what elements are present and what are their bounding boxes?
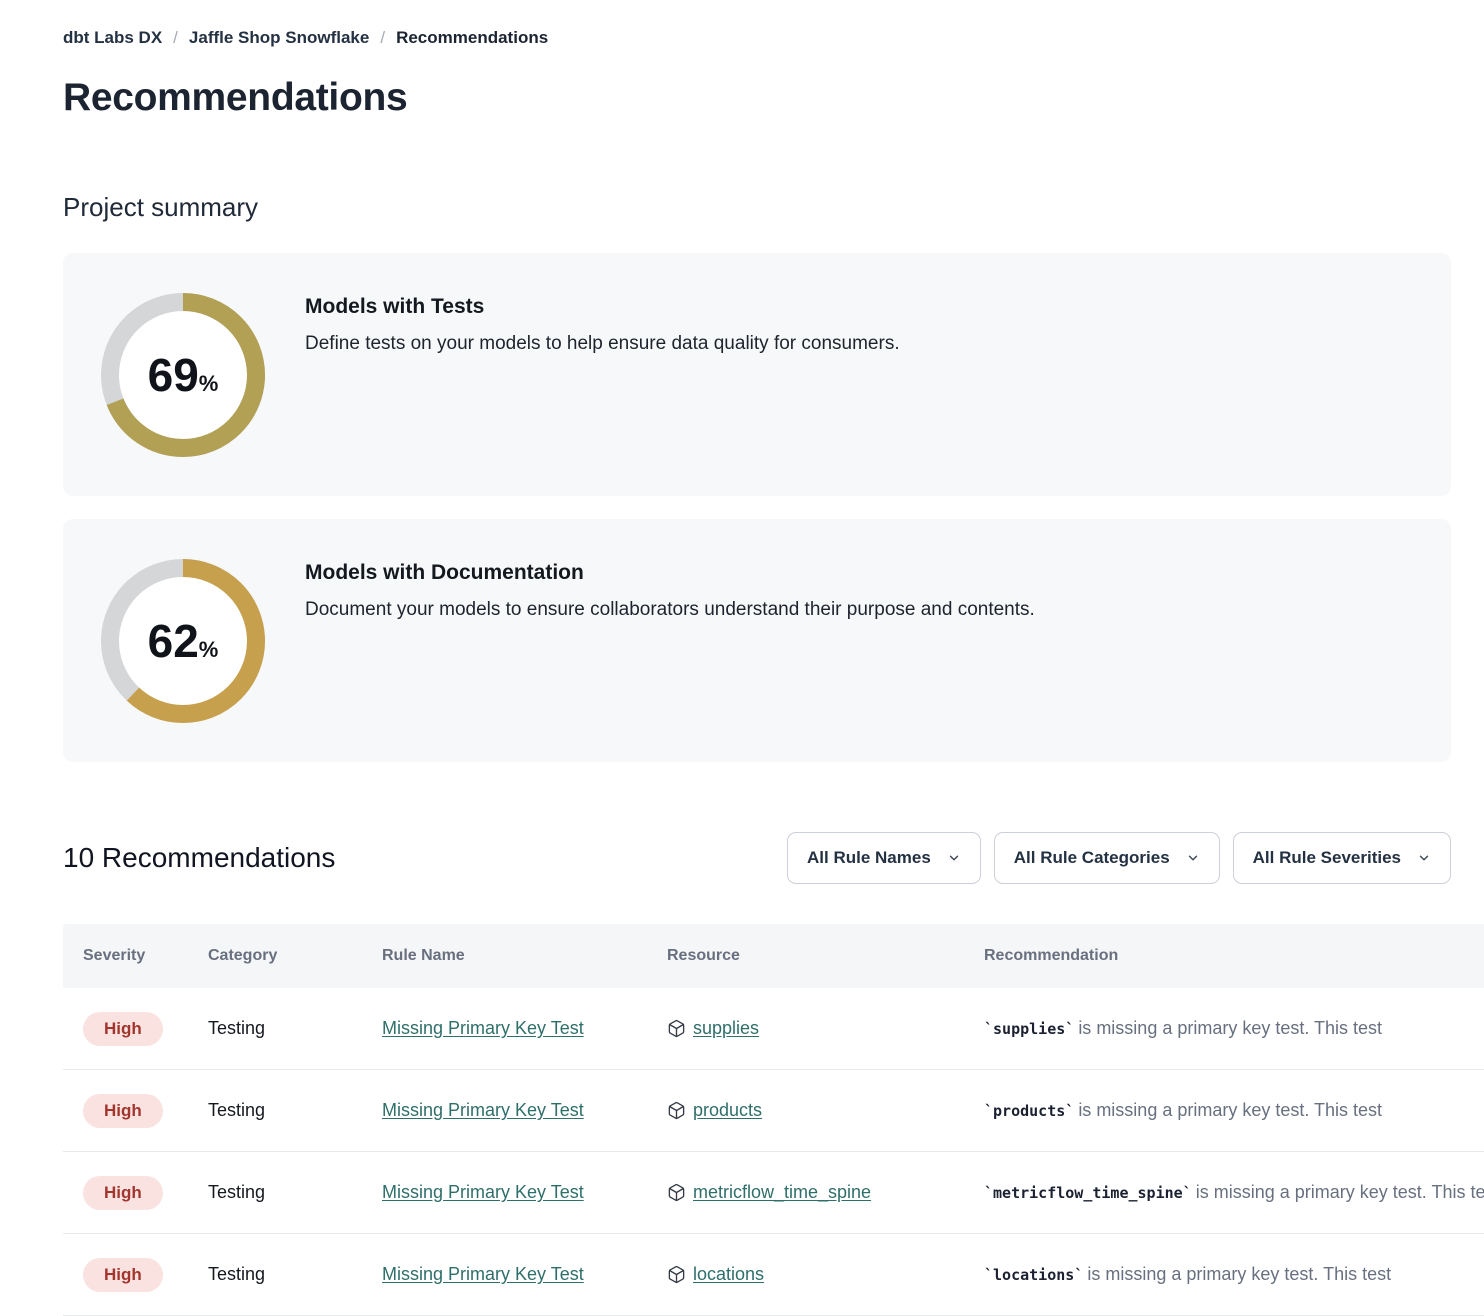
table-row: High Testing Missing Primary Key Test pr… — [63, 1070, 1484, 1152]
recommendations-count-heading: 10 Recommendations — [63, 842, 336, 873]
recommendation-text: is missing a primary key test. This test — [1087, 1264, 1392, 1284]
recommendations-table: Severity Category Rule Name Resource Rec… — [63, 924, 1484, 1316]
category-value: Testing — [208, 1182, 266, 1202]
filter-label: All Rule Categories — [1013, 848, 1170, 867]
severity-badge: High — [83, 1011, 163, 1046]
recommendation-code: `supplies` — [984, 1020, 1075, 1038]
page-title: Recommendations — [63, 76, 408, 119]
recommendation-cell: `locations` is missing a primary key test… — [964, 1264, 1484, 1285]
breadcrumb-separator: / — [173, 28, 178, 47]
model-cube-icon — [667, 1183, 686, 1202]
documentation-donut-chart: 62% — [101, 558, 265, 723]
card-text: Models with Documentation Document your … — [305, 561, 1035, 762]
severity-badge: High — [83, 1093, 163, 1128]
donut-percentage-label: 69% — [101, 293, 265, 457]
filter-label: All Rule Names — [807, 848, 931, 867]
donut-arc — [101, 292, 265, 457]
recommendation-cell: `products` is missing a primary key test.… — [964, 1100, 1484, 1121]
severity-badge: High — [83, 1175, 163, 1210]
project-summary-heading: Project summary — [63, 192, 259, 222]
resource-link[interactable]: metricflow_time_spine — [693, 1182, 872, 1202]
model-cube-icon — [667, 1265, 686, 1284]
summary-cards: 69% Models with Tests Define tests on yo… — [63, 253, 1451, 762]
breadcrumb-account[interactable]: dbt Labs DX — [63, 28, 163, 47]
recommendation-cell: `supplies` is missing a primary key test.… — [964, 1018, 1484, 1039]
breadcrumb-project[interactable]: Jaffle Shop Snowflake — [188, 28, 370, 47]
percentage-sign: % — [198, 370, 219, 396]
filters: All Rule Names All Rule Categories All R… — [787, 832, 1451, 884]
column-header-severity: Severity — [83, 947, 146, 964]
column-header-rule-name: Rule Name — [382, 947, 465, 964]
column-header-recommendation: Recommendation — [984, 947, 1119, 964]
table-row: High Testing Missing Primary Key Test lo… — [63, 1234, 1484, 1316]
card-title: Models with Documentation — [305, 561, 584, 584]
card-title: Models with Tests — [305, 295, 485, 318]
summary-card-models-with-tests: 69% Models with Tests Define tests on yo… — [63, 253, 1451, 496]
tests-donut-chart: 69% — [101, 292, 265, 457]
summary-card-models-with-documentation: 62% Models with Documentation Document y… — [63, 519, 1451, 762]
recommendations-header: 10 Recommendations All Rule Names All Ru… — [63, 832, 1451, 884]
card-text: Models with Tests Define tests on your m… — [305, 295, 900, 496]
severity-badge: High — [83, 1257, 163, 1292]
table-row: High Testing Missing Primary Key Test su… — [63, 988, 1484, 1070]
recommendation-code: `locations` — [984, 1266, 1084, 1284]
recommendation-code: `metricflow_time_spine` — [984, 1184, 1192, 1202]
chevron-down-icon — [1417, 851, 1431, 865]
model-cube-icon — [667, 1101, 686, 1120]
filter-label: All Rule Severities — [1252, 848, 1401, 867]
table-row: High Testing Missing Primary Key Test me… — [63, 1152, 1484, 1234]
donut-percentage-label: 62% — [101, 559, 265, 723]
chevron-down-icon — [1186, 851, 1200, 865]
resource-link[interactable]: locations — [693, 1264, 765, 1284]
rule-name-link[interactable]: Missing Primary Key Test — [382, 1182, 584, 1202]
breadcrumb-separator: / — [380, 28, 386, 47]
donut-svg — [101, 292, 265, 457]
rule-name-link[interactable]: Missing Primary Key Test — [382, 1100, 584, 1120]
recommendation-code: `products` — [984, 1102, 1075, 1120]
recommendation-text: is missing a primary key test. This test — [1195, 1182, 1484, 1202]
percentage-value: 62 — [147, 614, 199, 667]
category-value: Testing — [208, 1018, 266, 1038]
card-description: Define tests on your models to help ensu… — [305, 333, 900, 354]
column-header-resource: Resource — [667, 947, 740, 964]
percentage-value: 69 — [147, 348, 199, 401]
resource-link[interactable]: supplies — [693, 1018, 760, 1038]
percentage-sign: % — [198, 636, 219, 662]
breadcrumb: dbt Labs DX / Jaffle Shop Snowflake / Re… — [63, 28, 1484, 48]
donut-svg — [101, 558, 265, 723]
chevron-down-icon — [947, 851, 961, 865]
category-value: Testing — [208, 1100, 266, 1120]
donut-arc — [101, 558, 265, 723]
recommendation-text: is missing a primary key test. This test — [1078, 1018, 1383, 1038]
table-header-row: Severity Category Rule Name Resource Rec… — [63, 924, 1484, 988]
rule-name-link[interactable]: Missing Primary Key Test — [382, 1018, 584, 1038]
recommendation-text: is missing a primary key test. This test — [1078, 1100, 1383, 1120]
category-value: Testing — [208, 1264, 266, 1284]
breadcrumb-current-page: Recommendations — [396, 28, 549, 47]
rule-severities-filter-dropdown[interactable]: All Rule Severities — [1232, 832, 1451, 884]
recommendation-cell: `metricflow_time_spine` is missing a prim… — [964, 1182, 1484, 1203]
rule-names-filter-dropdown[interactable]: All Rule Names — [787, 832, 981, 884]
card-description: Document your models to ensure collabora… — [305, 599, 1035, 620]
rule-name-link[interactable]: Missing Primary Key Test — [382, 1264, 584, 1284]
column-header-category: Category — [208, 947, 278, 964]
resource-link[interactable]: products — [693, 1100, 763, 1120]
rule-categories-filter-dropdown[interactable]: All Rule Categories — [993, 832, 1220, 884]
model-cube-icon — [667, 1019, 686, 1038]
